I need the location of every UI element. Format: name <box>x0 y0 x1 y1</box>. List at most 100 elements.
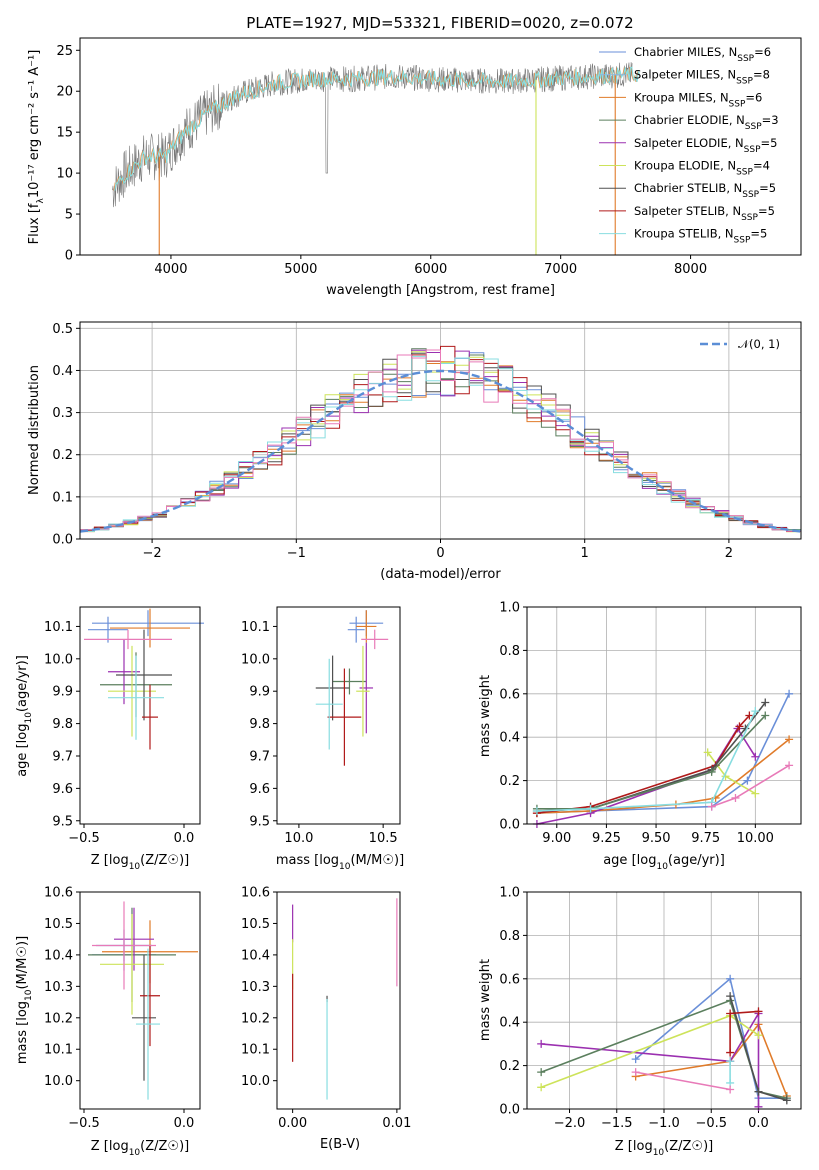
hist-xlabel: (data-model)/error <box>380 567 501 582</box>
age-z-xtick-label: −0.5 <box>68 831 100 846</box>
spectrum-ylabel-part: Flux [f <box>27 203 42 244</box>
weight-z-point-marker <box>726 974 735 983</box>
weight-z-series-line <box>540 1014 759 1089</box>
legend-entry-part: Salpeter STELIB, N <box>634 204 741 218</box>
hist-step-series <box>80 349 801 532</box>
age-z-ylabel-part: (age/yr)] <box>15 655 30 712</box>
weight-age-xlabel-part: (age/yr)] <box>668 853 725 868</box>
mass-z-ylabel-part: (M/M☉)] <box>15 936 30 990</box>
mass-ebv-ytick-label: 10.0 <box>241 1074 270 1089</box>
weight-z-point-marker <box>726 1048 735 1057</box>
spectrum-ytick-label: 5 <box>65 208 73 223</box>
weight-z-point-marker <box>537 1083 546 1092</box>
weight-age-ytick-label: 0.0 <box>499 818 520 833</box>
spectrum-ytick-label: 0 <box>65 249 73 264</box>
age-z-ylabel: age [log10(age/yr)] <box>15 655 34 777</box>
weight-z-xtick-label: −2.0 <box>554 1116 586 1131</box>
mass-z-frame <box>79 891 201 1110</box>
gaussian-legend-label: 𝒩(0, 1) <box>738 337 780 351</box>
mass-ebv-xtick-label: 0.01 <box>382 1116 411 1131</box>
legend-entry-part: SSP <box>737 54 754 64</box>
weight-z-point-marker <box>537 1068 546 1077</box>
spectrum-ylabel-part: λ <box>36 198 46 204</box>
legend-entry-part: Chabrier MILES, N <box>634 45 737 59</box>
legend-entry-part: Chabrier ELODIE, N <box>634 113 745 127</box>
legend-entry-part: Kroupa ELODIE, N <box>634 159 736 173</box>
legend-entry-part: SSP <box>729 99 746 109</box>
weight-z-frame <box>526 891 802 1110</box>
weight-age-point-marker <box>731 793 740 802</box>
mass-z-ylabel-part: 10 <box>24 989 34 1001</box>
weight-age-xlabel-part: age [log <box>603 853 656 868</box>
weight-age-series-line <box>536 710 757 812</box>
legend-entry: Chabrier STELIB, NSSP=5 <box>634 181 776 200</box>
weight-z-point-marker <box>631 1055 640 1064</box>
age-mass-ytick-label: 10.1 <box>241 620 270 635</box>
weight-z-point-marker <box>754 1007 763 1016</box>
weight-z-point-marker <box>631 1068 640 1077</box>
legend-entry: Chabrier MILES, NSSP=6 <box>634 45 771 64</box>
legend-entry-part: Kroupa STELIB, N <box>634 227 734 241</box>
mass-ebv-ytick-label: 10.2 <box>241 1011 270 1026</box>
mass-ebv-xtick-label: 0.00 <box>278 1116 307 1131</box>
weight-age-point-marker <box>735 722 744 731</box>
weight-age-point-marker <box>743 776 752 785</box>
weight-z-point-marker <box>726 1009 735 1018</box>
hist-xtick-label: −2 <box>143 546 162 561</box>
spectrum-xlabel: wavelength [Angstrom, rest frame] <box>326 283 555 298</box>
age-mass-frame <box>276 606 401 825</box>
legend-entry-part: SSP <box>736 168 753 178</box>
mass-z-xlabel-part: (Z/Z☉)] <box>140 1139 189 1154</box>
weight-age-point-marker <box>707 802 716 811</box>
mass-ebv-ytick-label: 10.4 <box>241 948 270 963</box>
legend-entry-part: =6 <box>754 45 771 59</box>
weight-z-ytick-label: 0.4 <box>499 1016 520 1031</box>
chart-title: PLATE=1927, MJD=53321, FIBERID=0020, z=0… <box>246 14 633 32</box>
legend-entry: Kroupa ELODIE, NSSP=4 <box>634 159 770 178</box>
weight-age-point-marker <box>751 752 760 761</box>
weight-z-ytick-label: 0.2 <box>499 1059 520 1074</box>
age-mass-xtick-label: 10.0 <box>284 831 313 846</box>
weight-age-point-marker <box>745 711 754 720</box>
weight-z-xlabel-part: Z [log <box>615 1139 653 1154</box>
hist-xtick-label: 2 <box>725 546 733 561</box>
weight-z-xlabel-part: 10 <box>653 1148 665 1158</box>
legend-entry-part: =5 <box>758 204 775 218</box>
legend-entry: Kroupa STELIB, NSSP=5 <box>634 227 767 246</box>
weight-age-xlabel: age [log10(age/yr)] <box>603 853 725 872</box>
legend-entry: Salpeter MILES, NSSP=8 <box>634 68 770 87</box>
weight-age-point-marker <box>761 711 770 720</box>
weight-age-point-marker <box>785 689 794 698</box>
legend-entry-part: =6 <box>745 90 762 104</box>
weight-age-ytick-label: 0.6 <box>499 687 520 702</box>
weight-age-xtick-label: 9.00 <box>542 831 571 846</box>
weight-age-series-line <box>536 693 790 814</box>
age-mass-ytick-label: 10.0 <box>241 652 270 667</box>
age-mass-xlabel-part: (M/M☉)] <box>350 853 404 868</box>
mass-z-xlabel-part: Z [log <box>91 1139 129 1154</box>
weight-z-xlabel: Z [log10(Z/Z☉)] <box>615 1139 713 1158</box>
legend-entry-part: Kroupa MILES, N <box>634 90 729 104</box>
spectrum-ylabel-part: 10⁻¹⁷ erg cm⁻² s⁻¹ A⁻¹] <box>27 50 42 199</box>
hist-ytick-label: 0.1 <box>52 490 73 505</box>
age-mass-ytick-label: 9.8 <box>249 717 270 732</box>
weight-age-ytick-label: 0.8 <box>499 644 520 659</box>
age-z-ytick-label: 10.0 <box>44 652 73 667</box>
legend-entry-part: SSP <box>744 145 761 155</box>
mass-z-xtick-label: 0.0 <box>174 1116 195 1131</box>
weight-z-series-line <box>541 1010 760 1107</box>
weight-z-point-marker <box>726 1085 735 1094</box>
mass-z-xlabel: Z [log10(Z/Z☉)] <box>91 1139 189 1158</box>
weight-z-xtick-label: −1.5 <box>601 1116 633 1131</box>
age-z-ytick-label: 10.1 <box>44 620 73 635</box>
weight-age-series-line <box>711 764 790 808</box>
spectrum-xtick-label: 8000 <box>674 262 707 277</box>
spectrum-ytick-label: 15 <box>56 126 73 141</box>
weight-age-ytick-label: 1.0 <box>499 601 520 616</box>
mass-ebv-ytick-label: 10.5 <box>241 917 270 932</box>
weight-z-ytick-label: 0.0 <box>499 1103 520 1118</box>
spectrum-xtick-label: 6000 <box>414 262 447 277</box>
mass-ebv-frame <box>276 891 401 1110</box>
model-kroupa-stelib-line <box>114 66 641 191</box>
